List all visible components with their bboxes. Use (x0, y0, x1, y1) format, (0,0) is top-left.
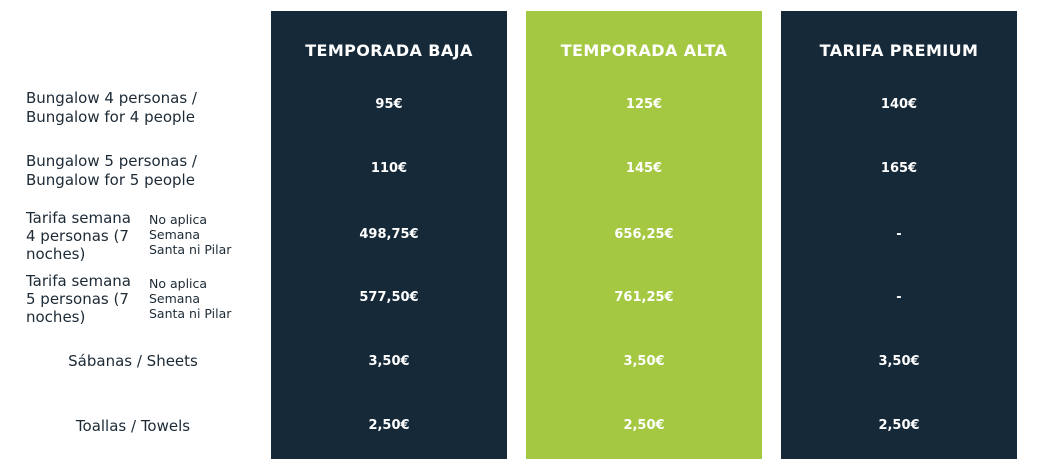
column-tarifa-premium: TARIFA PREMIUM 140€ 165€ - - 3,50€ 2,50€ (781, 11, 1017, 459)
row-label-towels: Toallas / Towels (75, 417, 191, 435)
note-line: Semana (149, 227, 201, 242)
price-cell: 3,50€ (878, 354, 920, 369)
column-header: TARIFA PREMIUM (819, 41, 979, 60)
row-note-week-5: No aplica Semana Santa ni Pilar (149, 276, 249, 321)
column-header: TEMPORADA BAJA (305, 41, 473, 60)
price-cell: 140€ (880, 97, 918, 112)
price-cell: 577,50€ (359, 290, 419, 305)
row-label-week-5: Tarifa semana 5 personas (7 noches) (26, 272, 148, 326)
price-cell: 761,25€ (614, 290, 674, 305)
row-label-line: Bungalow 5 personas / (26, 152, 197, 170)
price-cell: 165€ (880, 161, 918, 176)
row-label-line: noches) (26, 245, 86, 263)
row-label-sheets: Sábanas / Sheets (68, 352, 198, 370)
note-line: No aplica (149, 212, 208, 227)
price-cell: 2,50€ (368, 418, 410, 433)
row-label-line: Tarifa semana (26, 272, 131, 290)
note-line: Santa ni Pilar (149, 242, 232, 257)
row-label-line: Tarifa semana (26, 209, 131, 227)
row-label-line: noches) (26, 308, 86, 326)
column-temporada-baja: TEMPORADA BAJA 95€ 110€ 498,75€ 577,50€ … (271, 11, 507, 459)
price-cell: - (896, 227, 902, 242)
price-cell: 125€ (625, 97, 663, 112)
row-label-line: 4 personas (7 (26, 227, 129, 245)
row-label-line: Bungalow 4 personas / (26, 89, 197, 107)
price-cell: 2,50€ (878, 418, 920, 433)
column-temporada-alta: TEMPORADA ALTA 125€ 145€ 656,25€ 761,25€… (526, 11, 762, 459)
row-label-line: 5 personas (7 (26, 290, 129, 308)
price-cell: 145€ (625, 161, 663, 176)
price-cell: 498,75€ (359, 227, 419, 242)
row-label-line: Bungalow for 4 people (26, 108, 195, 126)
note-line: No aplica (149, 276, 208, 291)
price-cell: 2,50€ (623, 418, 665, 433)
price-cell: - (896, 290, 902, 305)
price-cell: 3,50€ (368, 354, 410, 369)
column-header: TEMPORADA ALTA (560, 41, 728, 60)
price-cell: 3,50€ (623, 354, 665, 369)
row-label-bungalow-4: Bungalow 4 personas / Bungalow for 4 peo… (26, 89, 197, 127)
row-label-bungalow-5: Bungalow 5 personas / Bungalow for 5 peo… (26, 152, 197, 190)
note-line: Semana (149, 291, 201, 306)
price-cell: 95€ (375, 97, 403, 112)
price-cell: 110€ (370, 161, 408, 176)
row-label-week-4: Tarifa semana 4 personas (7 noches) (26, 209, 148, 263)
row-label-line: Bungalow for 5 people (26, 171, 195, 189)
price-cell: 656,25€ (614, 227, 674, 242)
row-note-week-4: No aplica Semana Santa ni Pilar (149, 212, 249, 257)
note-line: Santa ni Pilar (149, 306, 232, 321)
